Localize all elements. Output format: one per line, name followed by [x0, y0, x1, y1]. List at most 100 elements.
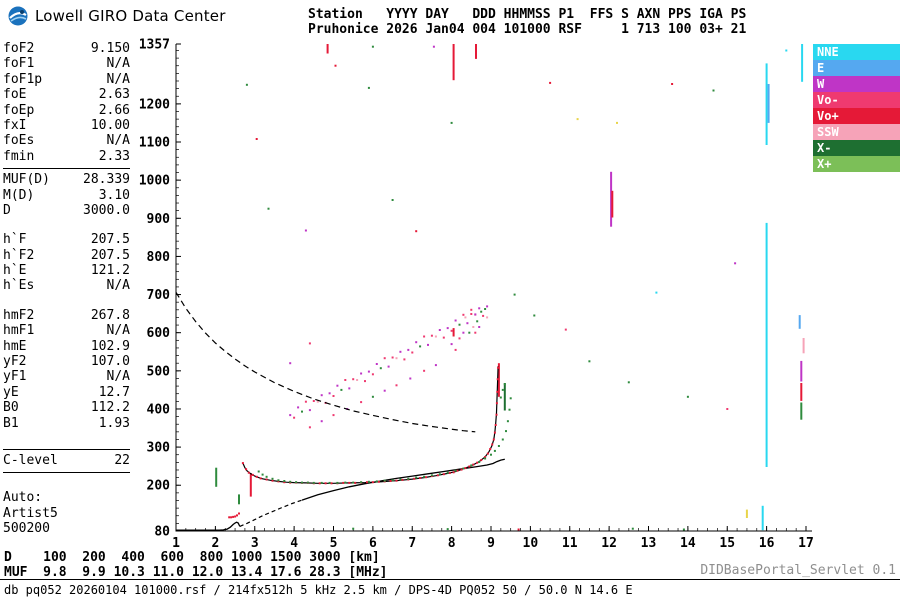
svg-text:1200: 1200 — [139, 97, 170, 112]
param-label: foEp — [3, 102, 35, 118]
svg-text:16: 16 — [759, 536, 775, 551]
legend-item-e: E — [813, 60, 900, 76]
param-row-yf2: yF2 107.0 — [3, 354, 130, 369]
param-label: foF2 — [3, 41, 35, 56]
svg-text:9: 9 — [487, 536, 495, 551]
muf3000-transmission-curve — [175, 291, 476, 433]
param-value: N/A — [106, 71, 130, 87]
svg-text:15: 15 — [719, 536, 735, 551]
station-header-block: Station YYYY DAY DDD HHMMSS P1 FFS S AXN… — [308, 7, 746, 37]
rfi-vertical-segments — [215, 44, 805, 531]
param-label: yE — [3, 384, 19, 400]
station-header-values: Pruhonice 2026 Jan04 004 101000 RSF 1 71… — [308, 22, 747, 37]
param-row-foe: foE 2.63 — [3, 87, 130, 102]
param-row-fxi: fxI 10.00 — [3, 118, 130, 133]
param-label: Artist5 — [3, 505, 58, 521]
legend-item-vo: Vo- — [813, 92, 900, 108]
param-row-ye: yE 12.7 — [3, 385, 130, 400]
param-label: B1 — [3, 415, 19, 431]
param-value: N/A — [106, 56, 130, 72]
param-separator — [3, 448, 130, 450]
svg-text:900: 900 — [147, 212, 171, 227]
legend-item-ssw: SSW — [813, 124, 900, 140]
param-label: fmin — [3, 148, 35, 164]
param-value: 12.7 — [98, 384, 130, 400]
param-value: 102.9 — [90, 338, 130, 354]
echo-direction-legend: NNE E W Vo- Vo+ SSW X- X+ — [813, 44, 900, 172]
param-value: 9.150 — [90, 41, 130, 56]
param-label: hmF2 — [3, 307, 35, 323]
param-value: 2.63 — [98, 87, 130, 103]
param-row-fof1p: foF1p N/A — [3, 72, 130, 87]
y-axis-labels: 80 200 300 400 500 600 700 800 900 1000 1100 1200 13… — [139, 38, 170, 540]
param-row-auto: Auto: — [3, 490, 130, 505]
measurement-status-line: db pq052 20260104 101000.rsf / 214fx512h… — [4, 583, 633, 597]
svg-text:7: 7 — [408, 536, 416, 551]
param-label: h`F2 — [3, 247, 35, 263]
param-value: 1.93 — [98, 415, 130, 431]
svg-text:14: 14 — [680, 536, 696, 551]
svg-text:300: 300 — [147, 441, 171, 456]
svg-text:1: 1 — [172, 536, 180, 551]
param-label: MUF(D) — [3, 172, 50, 188]
param-row-hme: hmE 102.9 — [3, 339, 130, 354]
svg-text:5: 5 — [330, 536, 338, 551]
svg-text:12: 12 — [601, 536, 617, 551]
param-label: h`Es — [3, 278, 35, 294]
param-label: fxI — [3, 117, 27, 133]
param-row-yf1: yF1 N/A — [3, 369, 130, 384]
param-label: hmF1 — [3, 323, 35, 339]
param-row-hf: h`F 207.5 — [3, 232, 130, 247]
servlet-version-label: DIDBasePortal_Servlet 0.1 — [700, 563, 896, 578]
param-row-d: D 3000.0 — [3, 203, 130, 218]
param-label: hmE — [3, 338, 27, 354]
svg-text:13: 13 — [641, 536, 657, 551]
muf-table: D 100 200 400 600 800 1000 1500 3000 [km… — [4, 550, 388, 580]
svg-text:1100: 1100 — [139, 136, 170, 151]
param-row-foep: foEp 2.66 — [3, 103, 130, 118]
profile-valley-model — [239, 499, 303, 527]
param-label: h`F — [3, 232, 27, 248]
svg-text:6: 6 — [369, 536, 377, 551]
param-label: M(D) — [3, 187, 35, 203]
param-value: N/A — [106, 369, 130, 385]
param-row-hes: h`Es N/A — [3, 278, 130, 293]
svg-text:80: 80 — [154, 525, 170, 540]
station-header-labels: Station YYYY DAY DDD HHMMSS P1 FFS S AXN… — [308, 7, 747, 22]
svg-text:3: 3 — [251, 536, 259, 551]
param-value: N/A — [106, 278, 130, 294]
param-label: Auto: — [3, 490, 43, 506]
parameter-panel: foF2 9.150 foF1 N/A foF1p N/A foE 2.63 foEp 2.66 f… — [3, 41, 130, 537]
param-value: 107.0 — [90, 354, 130, 370]
param-row-artist5: Artist5 — [3, 506, 130, 521]
param-label: h`E — [3, 263, 27, 279]
param-label: B0 — [3, 400, 19, 416]
param-label: yF2 — [3, 354, 27, 370]
svg-text:11: 11 — [562, 536, 578, 551]
param-value: 207.5 — [90, 232, 130, 248]
param-label: C-level — [3, 452, 58, 468]
o-mode-trace — [228, 366, 500, 519]
param-value: N/A — [106, 133, 130, 149]
param-row-b1: B1 1.93 — [3, 416, 130, 431]
svg-text:17: 17 — [798, 536, 814, 551]
param-row-clevel: C-level 22 — [3, 453, 130, 468]
param-label: D — [3, 202, 11, 218]
legend-item-w: W — [813, 76, 900, 92]
param-label: 500200 — [3, 521, 50, 537]
svg-text:200: 200 — [147, 479, 171, 494]
param-row-fof1: foF1 N/A — [3, 56, 130, 71]
svg-text:2: 2 — [211, 536, 219, 551]
svg-text:10: 10 — [523, 536, 539, 551]
param-value: 267.8 — [90, 307, 130, 323]
param-row-fmin: fmin 2.33 — [3, 149, 130, 164]
legend-item-vo: Vo+ — [813, 108, 900, 124]
param-row-hmf1: hmF1 N/A — [3, 323, 130, 338]
param-value: N/A — [106, 323, 130, 339]
param-value: 3000.0 — [83, 202, 130, 218]
param-row-hf2: h`F2 207.5 — [3, 248, 130, 263]
param-value: 121.2 — [90, 263, 130, 279]
svg-text:500: 500 — [147, 364, 171, 379]
param-label: foEs — [3, 133, 35, 149]
param-value: 22 — [114, 452, 130, 468]
